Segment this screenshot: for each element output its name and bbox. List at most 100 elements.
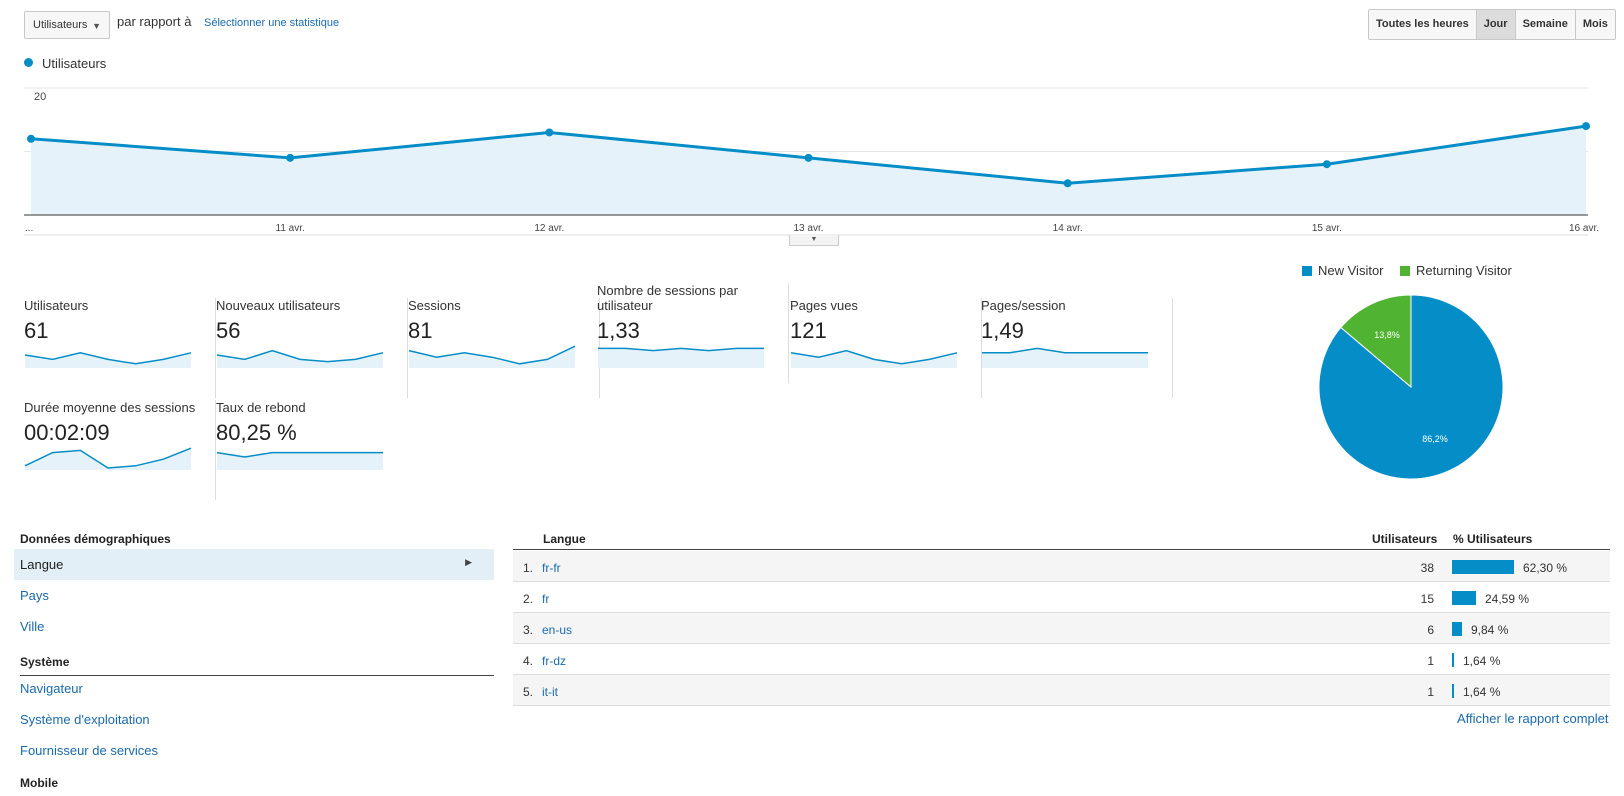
scorecard-sparkline [408,345,576,368]
legend-swatch-icon [1400,265,1410,276]
sparkline-area [217,452,383,470]
table-row: 2. fr 15 24,59 % [513,582,1610,613]
language-link[interactable]: en-us [542,623,573,637]
scorecard[interactable]: Nombre de sessions par utilisateur 1,33 [597,283,789,383]
scorecard-value: 61 [24,318,49,343]
nav-section-system: Système [20,655,494,676]
row-rank: 1. [523,561,534,575]
table-header: Langue Utilisateurs % Utilisateurs [513,531,1610,550]
sparkline-area [598,348,764,368]
full-report-link[interactable]: Afficher le rapport complet [1457,711,1609,726]
y-tick-label: 20 [34,91,46,103]
row-users: 1 [1427,654,1434,668]
sparkline-area [982,348,1148,368]
scorecard-value: 00:02:09 [24,420,110,445]
x-tick-label: 14 avr. [1053,223,1083,234]
scorecard-sparkline [216,349,384,368]
scorecard-label: Utilisateurs [24,298,89,313]
row-pct: 9,84 % [1471,623,1509,637]
period-hourly-button[interactable]: Toutes les heures [1369,10,1477,39]
sparkline-line [598,347,764,352]
line-chart-legend: Utilisateurs [24,56,106,71]
nav-item-service-provider[interactable]: Fournisseur de services [20,743,158,758]
chevron-down-icon: ▼ [92,21,101,31]
x-tick-label: 16 avr. [1569,223,1599,234]
sparkline-line [790,349,958,365]
choose-metric-link[interactable]: Sélectionner une statistique [204,17,340,29]
scorecard-label: Nombre de sessions par utilisateur [597,283,738,313]
metric-select-label: Utilisateurs [33,19,88,31]
collapse-chart-handle[interactable]: ▼ [789,235,839,246]
scorecard-label: Pages vues [790,298,858,313]
column-header-users: Utilisateurs [1372,532,1438,546]
scorecard-label: Taux de rebond [216,400,306,415]
period-month-button[interactable]: Mois [1575,10,1615,39]
sparkline-line [216,349,384,363]
row-pct: 62,30 % [1523,561,1568,575]
metric-select[interactable]: Utilisateurs ▼ [24,11,110,39]
pie-slice-0 [1318,294,1504,480]
x-tick-label: 15 avr. [1312,223,1342,234]
scorecard[interactable]: Nouveaux utilisateurs 56 [216,298,408,398]
nav-item-os[interactable]: Système d'exploitation [20,712,150,727]
scorecard-sparkline [216,451,383,470]
row-users: 15 [1420,592,1434,606]
sparkline-area [25,448,191,470]
pie-slice-label: 86,2% [1422,434,1448,444]
row-pct: 1,64 % [1463,685,1501,699]
series-area [31,126,1586,215]
users-line-chart: 2010...11 avr.12 avr.13 avr.14 avr.15 av… [24,87,1599,236]
scorecard[interactable]: Pages/session 1,49 [981,298,1173,398]
nav-item-language[interactable]: Langue ▶ [14,549,494,580]
row-rank: 5. [523,685,534,699]
nav-item-country[interactable]: Pays [20,588,49,603]
series-dot-icon [24,58,33,67]
share-bar [1452,591,1476,605]
pie-legend-returning: Returning Visitor [1400,263,1512,278]
x-tick-label: 12 avr. [534,223,564,234]
scorecard-sparkline [24,447,192,470]
sparkline-line [216,451,383,458]
language-link[interactable]: fr-fr [542,561,561,575]
row-users: 38 [1420,561,1434,575]
row-pct: 1,64 % [1463,654,1501,668]
language-link[interactable]: it-it [542,685,558,699]
data-point-3 [804,153,813,162]
table-row: 1. fr-fr 38 62,30 % [513,551,1610,582]
scorecard-label: Pages/session [981,298,1066,313]
column-header-language: Langue [543,532,586,546]
sparkline-line [24,447,192,469]
pie-legend-new-label: New Visitor [1318,263,1384,278]
pie-legend-returning-label: Returning Visitor [1416,263,1512,278]
sparkline-area [217,350,383,368]
period-day-button[interactable]: Jour [1476,10,1516,39]
table-row: 3. en-us 6 9,84 % [513,613,1610,644]
pie-slice-label: 13,8% [1374,330,1400,340]
visitor-type-pie-chart: 86,2% 13,8% [1318,294,1504,480]
nav-item-browser[interactable]: Navigateur [20,681,83,696]
period-week-button[interactable]: Semaine [1515,10,1576,39]
share-bar [1452,560,1514,574]
nav-item-label: Langue [20,557,64,572]
scorecard-value: 80,25 % [216,420,297,445]
scorecard[interactable]: Utilisateurs 61 [24,298,216,398]
legend-series-label: Utilisateurs [42,56,107,71]
data-point-0 [27,134,35,143]
scorecard[interactable]: Pages vues 121 [790,298,982,398]
data-point-1 [286,153,295,162]
column-header-pct-users: % Utilisateurs [1453,532,1533,546]
scorecard-value: 1,33 [597,318,640,343]
scorecard[interactable]: Sessions 81 [408,298,600,398]
sparkline-area [409,346,575,368]
language-link[interactable]: fr [542,592,550,606]
scorecard[interactable]: Durée moyenne des sessions 00:02:09 [24,400,216,500]
scorecard-sparkline [598,347,764,368]
scorecard-sparkline [790,349,958,368]
scorecard[interactable]: Taux de rebond 80,25 % [216,400,408,500]
period-selector: Toutes les heures Jour Semaine Mois [1368,9,1616,40]
language-link[interactable]: fr-dz [542,654,566,668]
x-tick-label: 11 avr. [276,223,305,234]
share-bar [1452,622,1462,636]
data-point-5 [1322,160,1331,169]
nav-item-city[interactable]: Ville [20,619,45,634]
